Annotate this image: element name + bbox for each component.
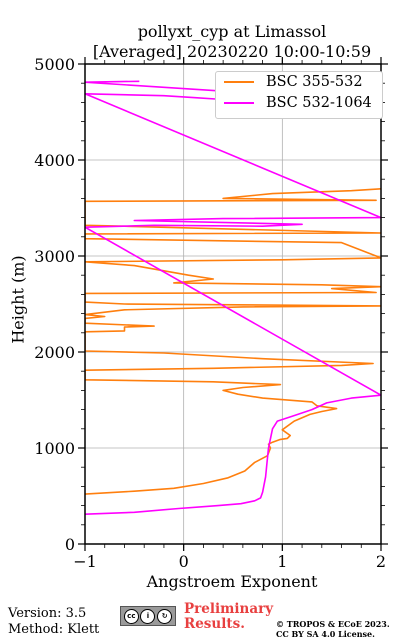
- y-tick-label: 3000: [34, 247, 75, 266]
- series-line-bsc-532-1064: [85, 80, 381, 515]
- by-icon: i: [140, 608, 156, 624]
- copyright-line1: © TROPOS & ECoE 2023.: [276, 619, 390, 629]
- y-tick-label: 1000: [34, 439, 75, 458]
- copyright-line2: CC BY SA 4.0 License.: [276, 629, 375, 639]
- x-tick-label: 0: [179, 552, 189, 571]
- chart-title-line2: [Averaged] 20230220 10:00-10:59: [92, 42, 372, 61]
- y-tick-label: 5000: [34, 55, 75, 74]
- chart-title-line1: pollyxt_cyp at Limassol: [137, 22, 327, 41]
- y-tick-label: 0: [65, 535, 75, 554]
- legend-swatch-orange: [224, 81, 254, 83]
- x-axis-label: Angstroem Exponent: [146, 572, 318, 591]
- plot-frame: [84, 63, 382, 545]
- x-tick-label: 2: [376, 552, 386, 571]
- legend-label-bsc-355-532: BSC 355-532: [266, 74, 363, 90]
- legend-entry-bsc-355-532: BSC 355-532: [224, 74, 363, 90]
- x-tick-label: −1: [73, 552, 97, 571]
- y-tick-label: 4000: [34, 151, 75, 170]
- version-text: Version: 3.5: [8, 606, 87, 621]
- preliminary-results-note: Preliminary Results.: [184, 602, 273, 632]
- chart-series-group: [85, 80, 381, 515]
- cc-icon: cc: [123, 608, 139, 624]
- method-text: Method: Klett: [8, 622, 100, 637]
- cc-by-sa-icon: cc i ↻: [120, 606, 176, 626]
- x-tick-label: 1: [277, 552, 287, 571]
- legend-label-bsc-532-1064: BSC 532-1064: [266, 95, 372, 111]
- preliminary-line1: Preliminary: [184, 601, 274, 617]
- sa-icon: ↻: [157, 608, 173, 624]
- y-tick-label: 2000: [34, 343, 75, 362]
- y-axis-label: Height (m): [8, 255, 28, 344]
- legend-swatch-magenta: [224, 102, 254, 104]
- copyright-note: © TROPOS & ECoE 2023. CC BY SA 4.0 Licen…: [276, 619, 390, 639]
- legend-entry-bsc-532-1064: BSC 532-1064: [224, 95, 372, 111]
- preliminary-line2: Results.: [184, 616, 245, 632]
- chart-legend: BSC 355-532 BSC 532-1064: [215, 71, 383, 119]
- series-line-bsc-355-532: [85, 188, 381, 495]
